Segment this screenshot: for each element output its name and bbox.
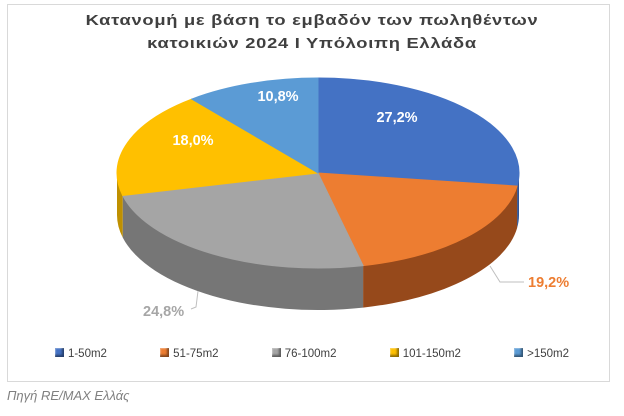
svg-text:10,8%: 10,8% xyxy=(257,89,298,105)
svg-text:19,2%: 19,2% xyxy=(528,275,569,291)
svg-text:18,0%: 18,0% xyxy=(172,133,213,149)
svg-text:24,8%: 24,8% xyxy=(143,304,184,320)
svg-text:27,2%: 27,2% xyxy=(376,110,417,126)
